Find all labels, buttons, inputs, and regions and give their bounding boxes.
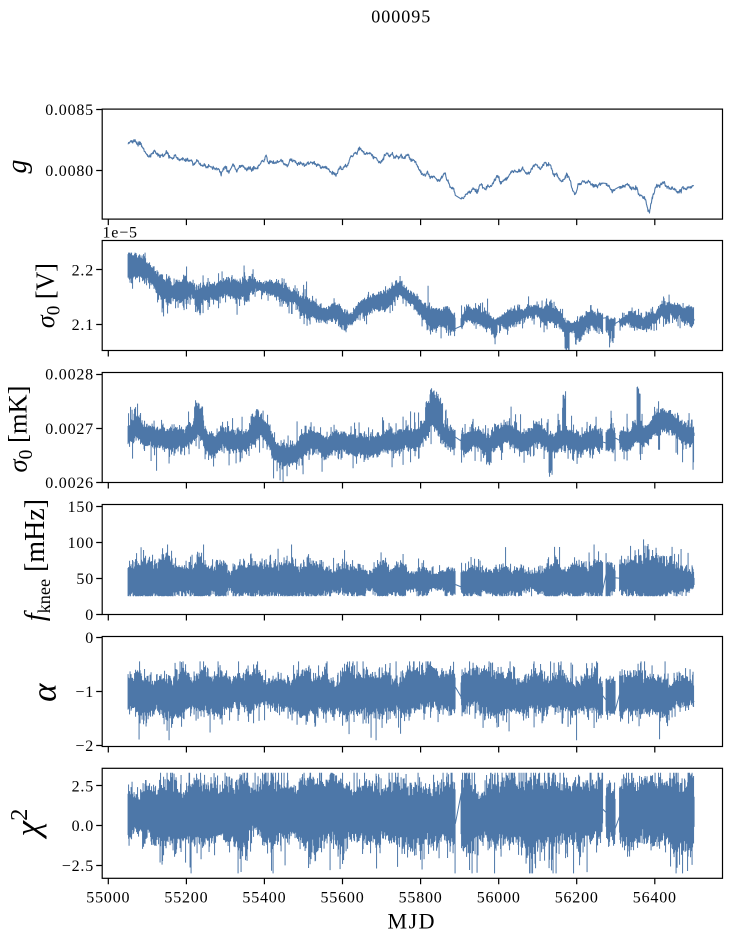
svg-text:55200: 55200 [164,890,208,907]
svg-text:000095: 000095 [371,7,431,27]
svg-text:MJD: MJD [388,909,437,934]
svg-text:56000: 56000 [477,890,521,907]
svg-text:χ2: χ2 [6,809,47,840]
svg-text:0.0085: 0.0085 [45,102,94,119]
svg-text:2.2: 2.2 [72,263,94,280]
svg-text:2.1: 2.1 [72,317,94,334]
svg-text:55000: 55000 [86,890,130,907]
svg-text:0.0028: 0.0028 [45,367,94,384]
svg-text:2.5: 2.5 [72,778,94,795]
svg-text:−2.5: −2.5 [62,858,94,875]
svg-text:0.0: 0.0 [72,818,94,835]
svg-text:50: 50 [76,571,94,588]
svg-text:σ0 [mK]: σ0 [mK] [3,386,38,473]
svg-text:−2: −2 [75,738,94,755]
svg-text:56200: 56200 [555,890,599,907]
svg-text:55600: 55600 [321,890,365,907]
svg-text:g: g [2,160,33,174]
svg-text:0.0027: 0.0027 [45,421,94,438]
svg-text:55400: 55400 [242,890,286,907]
svg-text:σ0 [V]: σ0 [V] [31,263,65,328]
svg-text:55800: 55800 [399,890,443,907]
svg-text:−1: −1 [75,684,94,701]
svg-text:1e−5: 1e−5 [103,224,138,241]
svg-text:0: 0 [85,607,94,624]
svg-text:fknee [mHz]: fknee [mHz] [20,499,54,621]
svg-text:0: 0 [85,630,94,647]
svg-text:56400: 56400 [633,890,677,907]
svg-text:α: α [25,683,64,702]
svg-text:150: 150 [68,499,94,516]
svg-text:0.0026: 0.0026 [45,475,94,492]
svg-text:100: 100 [68,535,94,552]
svg-text:0.0080: 0.0080 [45,163,94,180]
